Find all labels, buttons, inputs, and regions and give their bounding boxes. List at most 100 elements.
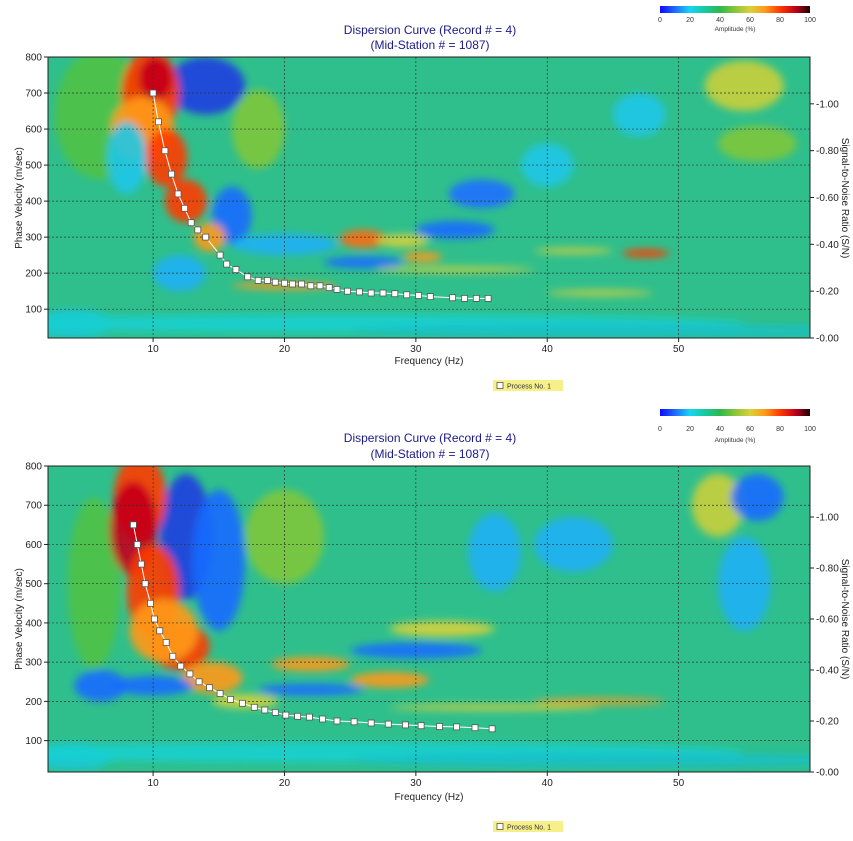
data-point [195, 678, 203, 686]
y2-tick-label: -0.00 [816, 334, 839, 345]
chart-bottom-xlabel: Frequency (Hz) [395, 792, 464, 803]
x-tick-label: 40 [542, 778, 554, 789]
heat-blob [350, 672, 429, 688]
heat-blob [231, 89, 285, 169]
chart-bottom-legend-label: Process No. 1 [507, 825, 551, 832]
y-tick-label: 100 [25, 736, 42, 747]
data-point [471, 724, 479, 732]
colorbar-bottom-tick-5: 100 [804, 426, 816, 433]
heat-blob [107, 121, 147, 194]
data-point [453, 723, 461, 731]
y-tick-label: 100 [25, 305, 42, 316]
y2-tick-label: -0.60 [816, 193, 839, 204]
y-tick-label: 500 [25, 161, 42, 172]
dispersion-chart-top: 0 20 40 60 80 100 Amplitude (%) Dispersi… [14, 6, 850, 391]
chart-top-series [149, 89, 492, 302]
colorbar-bottom-tick-0: 0 [658, 426, 662, 433]
colorbar-bottom-label: Amplitude (%) [715, 437, 756, 444]
heat-blob [166, 57, 246, 115]
data-point [461, 294, 468, 302]
colorbar-top: 0 20 40 60 80 100 Amplitude (%) [658, 6, 816, 33]
data-point [223, 260, 231, 268]
data-point [168, 170, 175, 178]
data-point [154, 118, 162, 126]
chart-top-legend-marker [496, 382, 504, 389]
data-point [333, 717, 341, 725]
y2-tick-label: -1.00 [816, 99, 839, 110]
heat-blob [74, 670, 127, 702]
data-point [271, 709, 279, 716]
heat-blob [145, 129, 188, 187]
data-point [449, 294, 457, 302]
data-point [472, 294, 480, 302]
y-tick-label: 700 [25, 89, 42, 100]
colorbar-top-tick-5: 100 [804, 17, 816, 24]
chart-top-heatmap [48, 57, 810, 338]
data-point [415, 292, 422, 299]
chart-top-ylabel: Phase Velocity (m/sec) [14, 147, 25, 249]
data-point [216, 251, 224, 259]
y-tick-label: 200 [25, 269, 42, 280]
heat-blob [138, 57, 173, 101]
y-tick-label: 200 [25, 697, 42, 708]
colorbar-top-tick-1: 20 [686, 17, 694, 24]
data-point [133, 541, 141, 548]
heat-blob [350, 753, 810, 768]
colorbar-top-tick-2: 40 [716, 17, 724, 24]
data-point [294, 712, 302, 720]
data-point [298, 280, 306, 288]
heat-blob [389, 704, 600, 711]
data-point [282, 711, 290, 719]
data-point [436, 723, 443, 730]
chart-bottom-ylabel: Phase Velocity (m/sec) [14, 568, 25, 670]
chart-bottom-series [129, 521, 496, 733]
colorbar-bottom-tick-3: 60 [746, 426, 754, 433]
chart-bottom-subtitle: (Mid-Station # = 1087) [370, 447, 489, 461]
colorbar-bottom-tick-2: 40 [716, 426, 724, 433]
chart-top-y2label: Signal-to-Noise Ratio (S/N) [839, 138, 850, 259]
data-point [202, 233, 210, 241]
y2-tick-label: -0.20 [816, 717, 839, 728]
chart-bottom-legend-marker [496, 823, 504, 830]
data-point [149, 89, 157, 97]
heat-blob [415, 220, 495, 239]
y-tick-label: 300 [25, 658, 42, 669]
chart-top-subtitle: (Mid-Station # = 1087) [370, 38, 489, 52]
data-point [384, 720, 392, 728]
colorbar-bottom-bar [660, 409, 810, 416]
chart-bottom-legend-box [493, 821, 563, 832]
y2-tick-label: -1.00 [816, 513, 839, 524]
y-tick-label: 800 [25, 462, 42, 473]
chart-top-axes: 10 20 30 40 50 100 200 300 400 500 600 700 800 -0.00 -… [25, 53, 839, 356]
heat-blob [258, 683, 364, 696]
heat-blob [182, 662, 243, 694]
data-point [238, 699, 246, 707]
x-tick-label: 20 [279, 778, 291, 789]
data-point [379, 289, 387, 297]
data-point [244, 273, 252, 281]
data-point [263, 276, 271, 284]
heat-blob [534, 247, 613, 254]
heat-blob [612, 93, 666, 137]
heat-blob [534, 698, 666, 705]
data-point [194, 226, 202, 234]
y2-tick-label: -0.40 [816, 240, 839, 251]
heat-blob [231, 233, 338, 256]
y-tick-label: 500 [25, 579, 42, 590]
chart-top-legend-label: Process No. 1 [507, 384, 551, 391]
x-tick-label: 30 [410, 344, 422, 355]
data-point [169, 652, 177, 660]
x-tick-label: 30 [410, 778, 422, 789]
data-point [181, 204, 189, 212]
heat-blob [448, 179, 515, 209]
data-point [187, 219, 195, 227]
data-point [177, 662, 185, 670]
heat-blob [192, 489, 246, 631]
chart-top-xlabel: Frequency (Hz) [395, 356, 464, 367]
data-point [141, 580, 149, 588]
x-tick-label: 10 [148, 344, 160, 355]
heat-blob [339, 229, 387, 248]
heat-blob [402, 251, 443, 262]
data-point [417, 722, 425, 730]
heat-blob [547, 290, 653, 296]
